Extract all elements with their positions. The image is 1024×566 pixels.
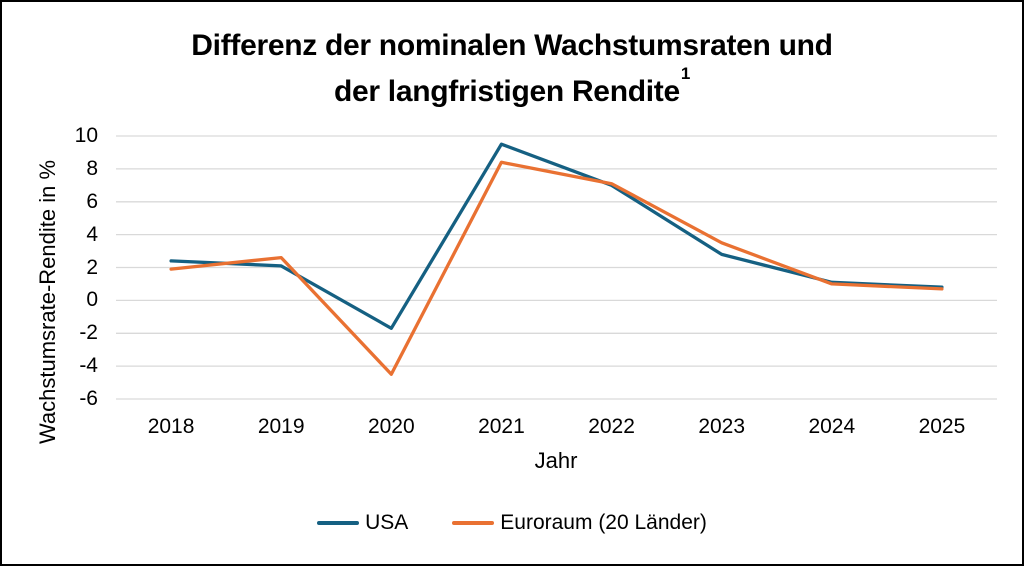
legend: USA Euroraum (20 Länder) — [2, 511, 1022, 535]
gridlines — [116, 135, 997, 400]
legend-label-usa: USA — [365, 511, 409, 534]
chart-title-line2-text: der langfristigen Rendite — [333, 75, 680, 108]
x-tick-label: 2019 — [257, 415, 305, 438]
y-tick-label: 6 — [86, 189, 98, 213]
series-line-1 — [169, 160, 944, 376]
legend-item-usa: USA — [317, 511, 408, 535]
legend-label-euroraum: Euroraum (20 Länder) — [500, 511, 707, 534]
chart-title-line2: der langfristigen Rendite1 — [2, 64, 1022, 111]
x-tick-label: 2018 — [147, 415, 195, 438]
y-tick-label: -4 — [79, 354, 98, 378]
y-tick-label: -2 — [79, 321, 98, 345]
x-tick-label: 2025 — [918, 415, 966, 438]
y-tick-label: 8 — [86, 156, 98, 180]
chart-title: Differenz der nominalen Wachstumsraten u… — [2, 26, 1022, 111]
y-tick-label: 0 — [86, 288, 98, 312]
y-tick-label: 2 — [86, 255, 98, 279]
x-tick-label: 2020 — [367, 415, 415, 438]
series-lines — [169, 142, 944, 376]
footnote-marker: 1 — [680, 64, 691, 83]
x-tick-label: 2023 — [698, 415, 746, 438]
legend-item-euroraum: Euroraum (20 Länder) — [452, 511, 707, 535]
y-tick-label: 10 — [74, 124, 98, 147]
chart-title-line1: Differenz der nominalen Wachstumsraten u… — [191, 29, 833, 62]
y-tick-label: -6 — [79, 387, 98, 410]
y-tick-label: 4 — [86, 222, 98, 246]
usa-line-swatch-icon — [317, 521, 360, 525]
x-tick-label: 2021 — [478, 415, 525, 438]
x-axis-title: Jahr — [534, 448, 578, 473]
x-tick-label: 2022 — [588, 415, 635, 438]
x-tick-label: 2024 — [808, 415, 856, 438]
euroraum-line-swatch-icon — [452, 521, 495, 525]
